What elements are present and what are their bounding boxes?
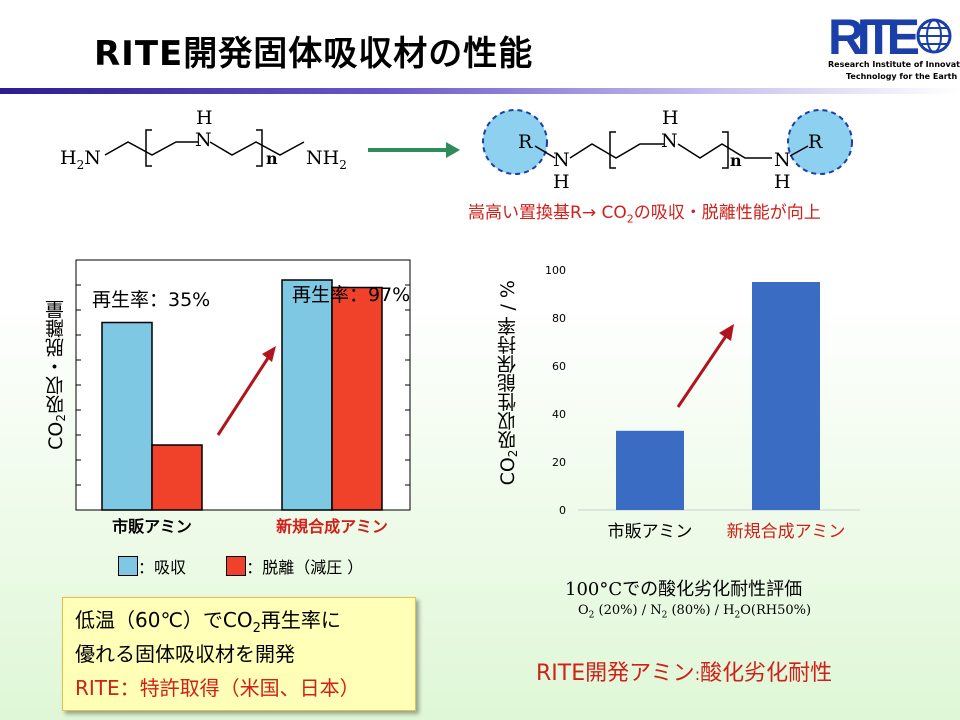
green-arrow (368, 142, 460, 158)
formula-right-r1: R (518, 131, 533, 153)
legend-label-absorb: ：吸収 (138, 558, 187, 577)
chart-left-category-1: 新規合成アミン (276, 517, 388, 536)
chart-left-ylabel: CO2吸収・脱離量 (45, 300, 68, 450)
chart-right-trend-arrow (676, 324, 734, 408)
bottom-right-conclusion: RITE開発アミン:酸化劣化耐性 (536, 661, 833, 686)
formula-right: R R N H H N n N H (482, 107, 853, 193)
chart-right-ytick-3: 60 (552, 360, 566, 373)
formula-left-repeat-n: n (266, 149, 278, 168)
formula-left-n: N (195, 129, 212, 151)
globe-icon (916, 18, 952, 54)
formula-right-n1: N (553, 149, 570, 171)
legend-label-desorb: ：脱離（減圧 ） (246, 558, 364, 577)
chart-right-category-0: 市販アミン (608, 522, 693, 542)
formula-left-h: H (196, 107, 213, 129)
summary-line-2: 優れる固体吸収材を開発 (75, 642, 295, 666)
logo-subtitle-2: Technology for the Earth (846, 72, 958, 81)
summary-line-3: RITE：特許取得（米国、日本） (75, 676, 360, 700)
chart-right-ytick-0: 0 (559, 504, 566, 517)
formula-left (104, 129, 305, 167)
summary-box: 低温（60℃）でCO2再生率に 優れる固体吸収材を開発 RITE：特許取得（米国… (62, 597, 416, 711)
rite-logo: RITE (828, 9, 952, 65)
formula-right-h1: H (553, 171, 570, 193)
chart-right: 0 20 40 60 80 100 市販アミン 新規合成アミン (545, 264, 860, 542)
chart-left: 市販アミン 新規合成アミン (75, 259, 411, 536)
chart-right-ytick-4: 80 (552, 312, 566, 325)
logo-subtitle-1: Research Institute of Innovative (828, 60, 960, 69)
formula-diagram: H N H2N n NH2 R R N H H N n N H (60, 107, 853, 193)
chart-right-ytick-1: 20 (552, 456, 566, 469)
r-group-circle-left (482, 109, 548, 175)
formula-left-nh2: NH2 (306, 147, 347, 172)
chart-right-ytick-2: 40 (552, 408, 566, 421)
chart-right-ylabel: CO2吸収性能保持率 / % (497, 280, 520, 486)
chart-left-ticks (76, 284, 410, 486)
chart-right-bar-1 (752, 282, 820, 510)
formula-left-h2n: H2N (60, 147, 101, 172)
formula-right-r2: R (808, 131, 823, 153)
chart-left-bar-1-1 (331, 286, 383, 511)
chart-left-trend-arrow (216, 346, 276, 436)
chart-right-caption: 100°Cでの酸化劣化耐性評価 (565, 579, 803, 600)
logo-text: RITE (828, 9, 920, 65)
summary-line-1: 低温（60℃）でCO2再生率に (75, 608, 341, 636)
chart-left-bar-1-0 (281, 279, 333, 511)
legend-swatch-absorb (118, 556, 138, 576)
formula-note: 嵩高い置換基R→ CO2の吸収・脱離性能が向上 (468, 203, 821, 226)
chart-left-bar-0-1 (151, 444, 203, 511)
slide-title: RITE開発固体吸収材の性能 (94, 34, 534, 74)
formula-right-repeat-n: n (730, 151, 742, 170)
r-group-circle-right (787, 109, 853, 175)
annotation-regen-1: 再生率：35% (92, 289, 211, 311)
formula-right-h2: H (662, 107, 679, 129)
chart-left-legend: ：吸収 ：脱離（減圧 ） (118, 554, 363, 578)
chart-right-ytick-5: 100 (545, 264, 566, 277)
legend-swatch-desorb (226, 556, 247, 576)
chart-right-bar-0 (616, 430, 684, 510)
formula-right-h3: H (774, 171, 791, 193)
chart-left-bar-0-0 (101, 321, 153, 511)
chart-right-category-1: 新規合成アミン (727, 522, 846, 542)
chart-left-category-0: 市販アミン (112, 517, 192, 536)
formula-right-n2: N (661, 130, 678, 152)
header-band (0, 88, 960, 94)
formula-right-n3: N (774, 149, 791, 171)
annotation-regen-2: 再生率：97% (292, 284, 411, 306)
chart-right-conditions: O2 (20%) / N2 (80%) / H2O(RH50%) (578, 603, 812, 621)
